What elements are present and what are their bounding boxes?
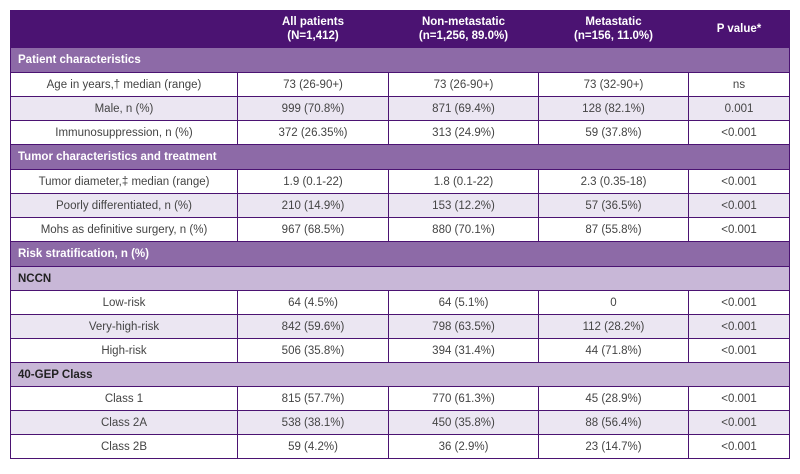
header-subtitle: (N=1,412) <box>287 30 339 42</box>
table-cell: <0.001 <box>688 120 790 145</box>
header-title: P value* <box>716 23 762 35</box>
section-header-row: Risk stratification, n (%) <box>10 241 790 267</box>
row-label: Class 2A <box>10 410 238 435</box>
table-cell: ns <box>688 72 790 97</box>
header-empty <box>10 10 238 48</box>
row-label: High-risk <box>10 338 238 363</box>
table-row: Class 2B 59 (4.2%) 36 (2.9%) 23 (14.7%) <0.0… <box>10 434 790 459</box>
section-header-row: Patient characteristics <box>10 47 790 73</box>
table-body: Patient characteristics Age in years,† me… <box>10 47 790 459</box>
patient-characteristics-table: All patients (N=1,412) Non-metastatic (n=1… <box>10 10 790 459</box>
table-cell: 112 (28.2%) <box>538 314 689 339</box>
table-cell: <0.001 <box>688 217 790 242</box>
row-label: Very-high-risk <box>10 314 238 339</box>
subsection-header-row: NCCN <box>10 266 790 291</box>
header-subtitle: (n=156, 11.0%) <box>574 30 653 42</box>
subsection-title: 40-GEP Class <box>10 362 790 387</box>
table-cell: 73 (26-90+) <box>237 72 389 97</box>
row-label: Class 2B <box>10 434 238 459</box>
table-cell: 999 (70.8%) <box>237 96 389 121</box>
section-title: Tumor characteristics and treatment <box>10 144 790 170</box>
table-cell: 0.001 <box>688 96 790 121</box>
table-cell: 64 (4.5%) <box>237 290 389 315</box>
table-cell: 88 (56.4%) <box>538 410 689 435</box>
table-cell: 450 (35.8%) <box>388 410 539 435</box>
table-row: Male, n (%) 999 (70.8%) 871 (69.4%) 128 (82… <box>10 96 790 121</box>
row-label: Low-risk <box>10 290 238 315</box>
header-non-metastatic: Non-metastatic (n=1,256, 89.0%) <box>388 10 539 48</box>
header-subtitle: (n=1,256, 89.0%) <box>418 30 509 42</box>
table-row: Immunosuppression, n (%) 372 (26.35%) 313 … <box>10 120 790 145</box>
table-row: Age in years,† median (range) 73 (26-90+)… <box>10 72 790 97</box>
table-row: Class 1 815 (57.7%) 770 (61.3%) 45 (28.9%) <… <box>10 386 790 411</box>
row-label: Age in years,† median (range) <box>10 72 238 97</box>
table-row: High-risk 506 (35.8%) 394 (31.4%) 44 (71.8%… <box>10 338 790 363</box>
table-cell: 23 (14.7%) <box>538 434 689 459</box>
header-p-value: P value* <box>688 10 790 48</box>
header-row: All patients (N=1,412) Non-metastatic (n=1… <box>10 10 790 48</box>
table-cell: 372 (26.35%) <box>237 120 389 145</box>
table-cell: 36 (2.9%) <box>388 434 539 459</box>
section-title: Risk stratification, n (%) <box>10 241 790 267</box>
table-cell: 967 (68.5%) <box>237 217 389 242</box>
table-cell: 128 (82.1%) <box>538 96 689 121</box>
table-cell: 313 (24.9%) <box>388 120 539 145</box>
table-row: Class 2A 538 (38.1%) 450 (35.8%) 88 (56.4%)… <box>10 410 790 435</box>
header-metastatic: Metastatic (n=156, 11.0%) <box>538 10 689 48</box>
table-cell: 842 (59.6%) <box>237 314 389 339</box>
row-label: Poorly differentiated, n (%) <box>10 193 238 218</box>
section-header-row: Tumor characteristics and treatment <box>10 144 790 170</box>
subsection-header-row: 40-GEP Class <box>10 362 790 387</box>
table-cell: 45 (28.9%) <box>538 386 689 411</box>
table-cell: 770 (61.3%) <box>388 386 539 411</box>
table-cell: <0.001 <box>688 314 790 339</box>
row-label: Immunosuppression, n (%) <box>10 120 238 145</box>
table-cell: 73 (32-90+) <box>538 72 689 97</box>
table-cell: 1.8 (0.1-22) <box>388 169 539 194</box>
table-cell: <0.001 <box>688 338 790 363</box>
table-cell: 73 (26-90+) <box>388 72 539 97</box>
table-cell: <0.001 <box>688 193 790 218</box>
table-cell: 153 (12.2%) <box>388 193 539 218</box>
row-label: Tumor diameter,‡ median (range) <box>10 169 238 194</box>
header-title: Non-metastatic <box>421 16 506 28</box>
table-cell: 0 <box>538 290 689 315</box>
table-cell: 506 (35.8%) <box>237 338 389 363</box>
table-cell: 871 (69.4%) <box>388 96 539 121</box>
table-cell: 44 (71.8%) <box>538 338 689 363</box>
table-cell: 880 (70.1%) <box>388 217 539 242</box>
table-cell: 87 (55.8%) <box>538 217 689 242</box>
table-cell: 59 (4.2%) <box>237 434 389 459</box>
table-cell: <0.001 <box>688 169 790 194</box>
table-cell: 210 (14.9%) <box>237 193 389 218</box>
row-label: Mohs as definitive surgery, n (%) <box>10 217 238 242</box>
table-cell: 59 (37.8%) <box>538 120 689 145</box>
table-cell: 798 (63.5%) <box>388 314 539 339</box>
table-row: Mohs as definitive surgery, n (%) 967 (68… <box>10 217 790 242</box>
table-cell: <0.001 <box>688 386 790 411</box>
row-label: Class 1 <box>10 386 238 411</box>
table-cell: 815 (57.7%) <box>237 386 389 411</box>
table-row: Very-high-risk 842 (59.6%) 798 (63.5%) 112 … <box>10 314 790 339</box>
section-title: Patient characteristics <box>10 47 790 73</box>
table-row: Tumor diameter,‡ median (range) 1.9 (0.1-… <box>10 169 790 194</box>
header-title: All patients <box>282 16 344 28</box>
header-title: Metastatic <box>585 16 642 28</box>
table-row: Poorly differentiated, n (%) 210 (14.9%) 1… <box>10 193 790 218</box>
table-cell: <0.001 <box>688 410 790 435</box>
table-row: Low-risk 64 (4.5%) 64 (5.1%) 0 <0.001 <box>10 290 790 315</box>
table-cell: 1.9 (0.1-22) <box>237 169 389 194</box>
table-cell: 2.3 (0.35-18) <box>538 169 689 194</box>
table-cell: 394 (31.4%) <box>388 338 539 363</box>
table-cell: 57 (36.5%) <box>538 193 689 218</box>
header-all-patients: All patients (N=1,412) <box>237 10 389 48</box>
table-cell: 538 (38.1%) <box>237 410 389 435</box>
table-cell: <0.001 <box>688 290 790 315</box>
row-label: Male, n (%) <box>10 96 238 121</box>
table-cell: 64 (5.1%) <box>388 290 539 315</box>
table-cell: <0.001 <box>688 434 790 459</box>
subsection-title: NCCN <box>10 266 790 291</box>
